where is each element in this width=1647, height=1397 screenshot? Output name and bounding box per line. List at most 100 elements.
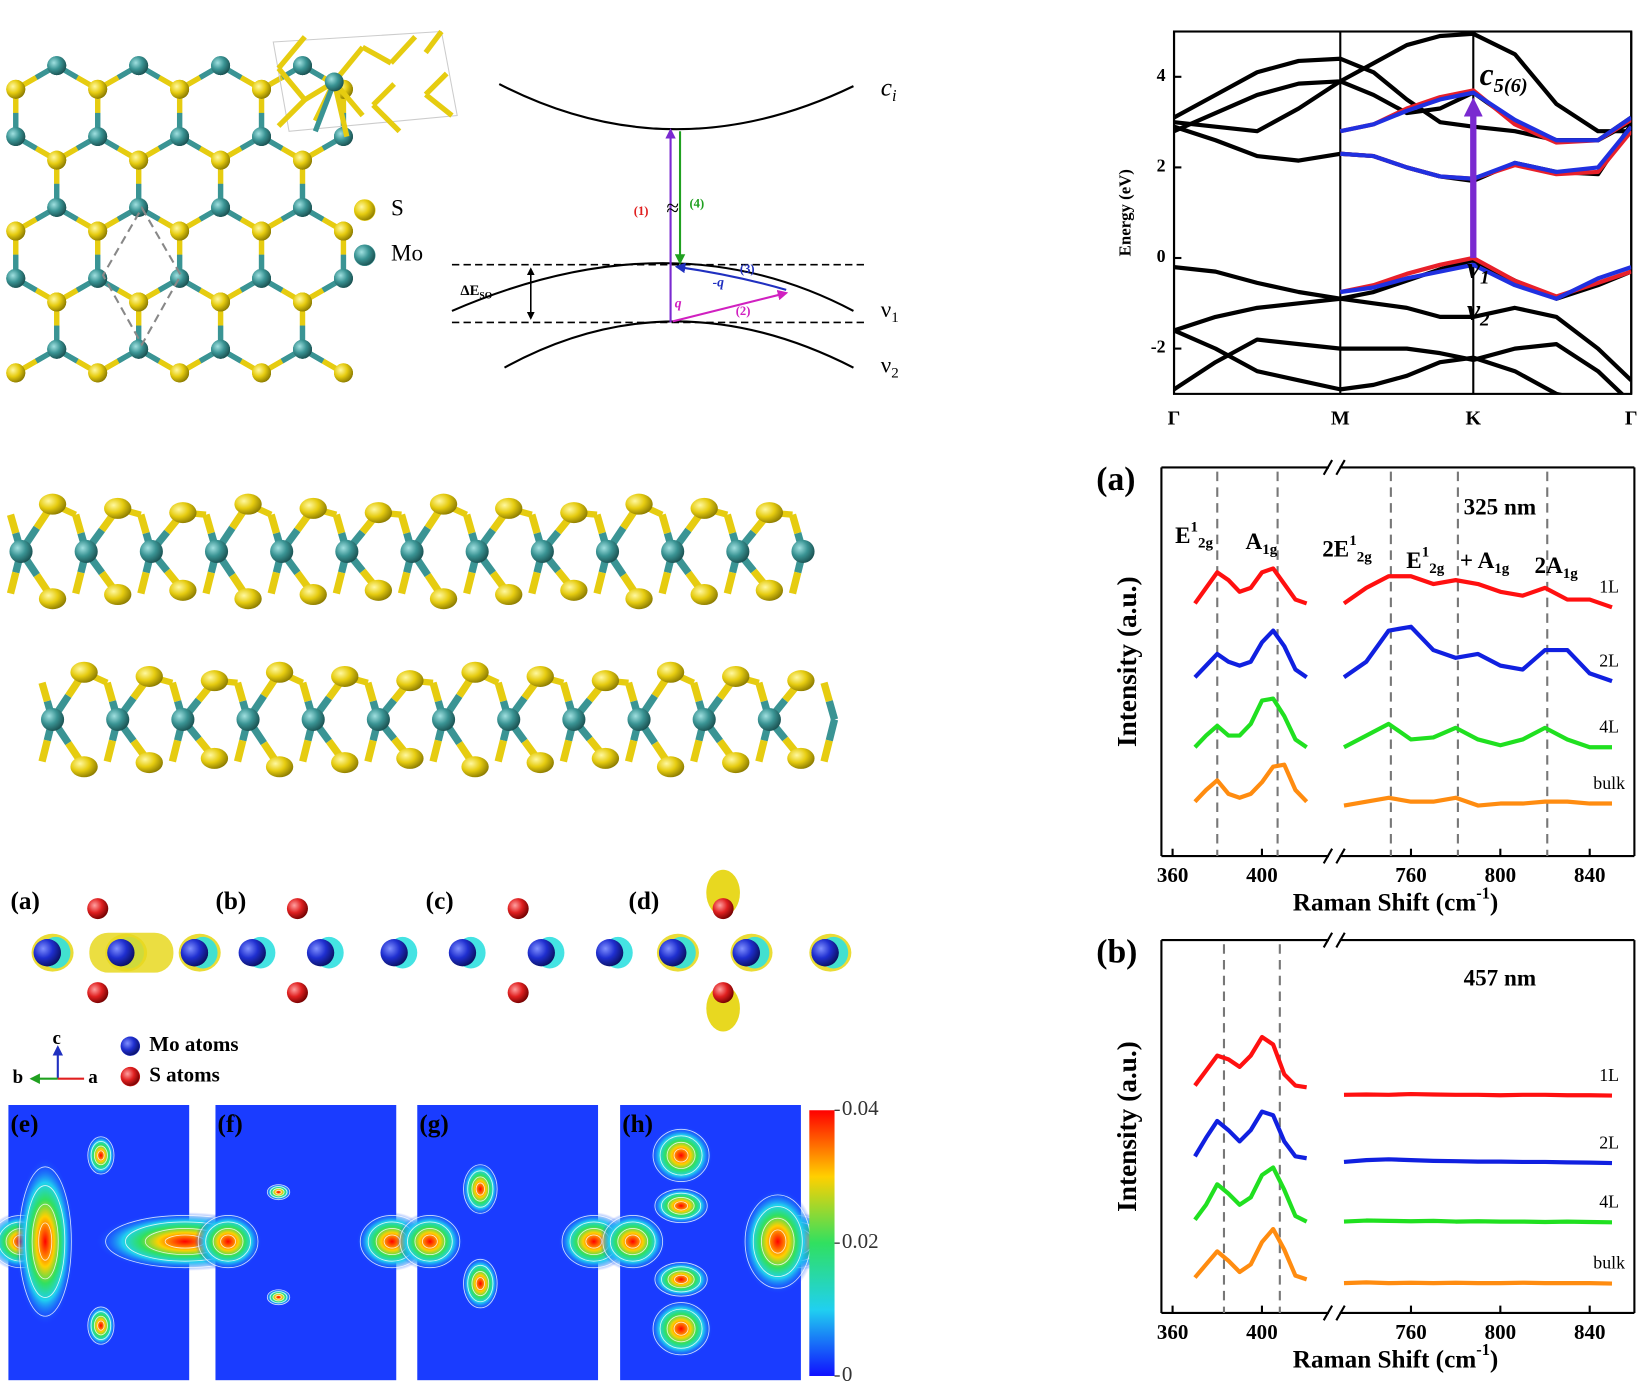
splitting-label-sub: SO — [479, 291, 492, 302]
s-atom — [712, 982, 734, 1004]
bond — [820, 681, 833, 703]
contour — [617, 1228, 649, 1256]
bond — [755, 681, 768, 703]
s-atom — [47, 292, 67, 312]
contour — [666, 1315, 696, 1343]
bond — [690, 681, 703, 703]
contour — [654, 1262, 708, 1297]
transition-3 — [674, 262, 787, 291]
s-atom — [265, 756, 294, 778]
mo-atom — [692, 707, 716, 732]
bond — [593, 571, 606, 595]
s-atom — [170, 221, 190, 241]
s-atom — [364, 502, 393, 524]
mo-atom — [139, 539, 163, 564]
contour — [659, 1308, 703, 1349]
peak-label: 2E12g — [1322, 534, 1372, 566]
x-axis-label-text: Raman Shift (cm — [1293, 889, 1476, 916]
x-tick-label: 360 — [1157, 863, 1189, 887]
s-atom — [252, 79, 271, 99]
level-label-sub: 2 — [891, 366, 899, 382]
bond — [559, 739, 573, 763]
panel-label: (a) — [11, 888, 40, 915]
bond — [364, 681, 377, 703]
peak-label: + A1g — [1460, 547, 1510, 577]
mo-atom — [366, 707, 390, 732]
contour — [674, 1201, 689, 1211]
bond — [267, 513, 280, 535]
level-label-sub: 1 — [891, 310, 899, 326]
contour — [25, 1185, 66, 1298]
series-line — [1339, 90, 1632, 143]
contour — [18, 1166, 72, 1317]
s-atom — [234, 493, 262, 515]
axis-break — [1322, 1305, 1346, 1321]
s-atom — [755, 579, 784, 601]
series-line — [1342, 574, 1613, 610]
mo-atom — [211, 56, 231, 76]
s-atom — [507, 982, 529, 1004]
contour — [197, 1214, 259, 1269]
bond — [755, 739, 768, 763]
contour — [761, 1217, 795, 1266]
peak-label-text: E — [1406, 547, 1421, 573]
band-annotation-text: c — [1480, 57, 1494, 92]
contour — [463, 1164, 498, 1214]
bond — [332, 513, 346, 535]
mo-atom — [47, 339, 67, 359]
mo-atom — [88, 127, 108, 147]
density-blob — [649, 1126, 713, 1185]
mo-atom — [204, 539, 229, 564]
bond — [397, 513, 411, 535]
peak-label-sup: 1 — [1191, 520, 1199, 536]
bond — [332, 571, 346, 595]
legend-marker — [120, 1036, 141, 1056]
mo-atom — [293, 56, 312, 76]
contour — [220, 1234, 236, 1249]
s-atom — [429, 588, 458, 610]
s-atom — [333, 221, 353, 241]
contour — [463, 1258, 498, 1309]
s-atom — [200, 747, 229, 769]
series-line — [1193, 566, 1308, 606]
mo-atom — [47, 56, 67, 76]
charge-isosurfaces: (a) (b) (c) (d) — [11, 869, 852, 1032]
mo-atom — [106, 707, 130, 732]
contour — [97, 1320, 105, 1331]
bond — [463, 571, 476, 595]
mo-atom — [293, 339, 312, 359]
mo-atom — [6, 127, 26, 147]
band-annotation: c5(6) — [1480, 57, 1528, 97]
s-atom — [495, 497, 523, 519]
panel-label: (b) — [1096, 934, 1137, 971]
peak-label: E12g — [1175, 520, 1213, 552]
bond — [202, 513, 215, 535]
s-atom — [787, 670, 815, 692]
x-tick-label: Γ — [1168, 408, 1181, 430]
bond — [6, 513, 20, 535]
peak-label-text: A — [1245, 528, 1262, 554]
axis-label: b — [13, 1067, 24, 1088]
contour — [275, 1189, 282, 1195]
legend-marker — [353, 199, 376, 221]
transition-label: (4) — [689, 197, 704, 211]
y-axis-label: Energy (eV) — [1116, 169, 1135, 256]
mo-atom — [324, 72, 344, 92]
contour — [272, 1293, 285, 1302]
mo-atom — [791, 539, 815, 564]
bond — [788, 513, 802, 535]
s-atom — [211, 292, 231, 312]
side-view — [6, 493, 839, 778]
bond — [723, 513, 737, 535]
density-blob — [461, 1256, 500, 1311]
s-atom — [787, 747, 815, 769]
s-atom — [104, 584, 132, 606]
mo-atom — [659, 939, 687, 967]
s-atom — [495, 584, 523, 606]
s-atom — [560, 579, 588, 601]
s-atom — [560, 502, 588, 524]
panel-label: (b) — [215, 888, 246, 915]
mo-atom — [497, 707, 521, 732]
bond — [137, 571, 150, 595]
